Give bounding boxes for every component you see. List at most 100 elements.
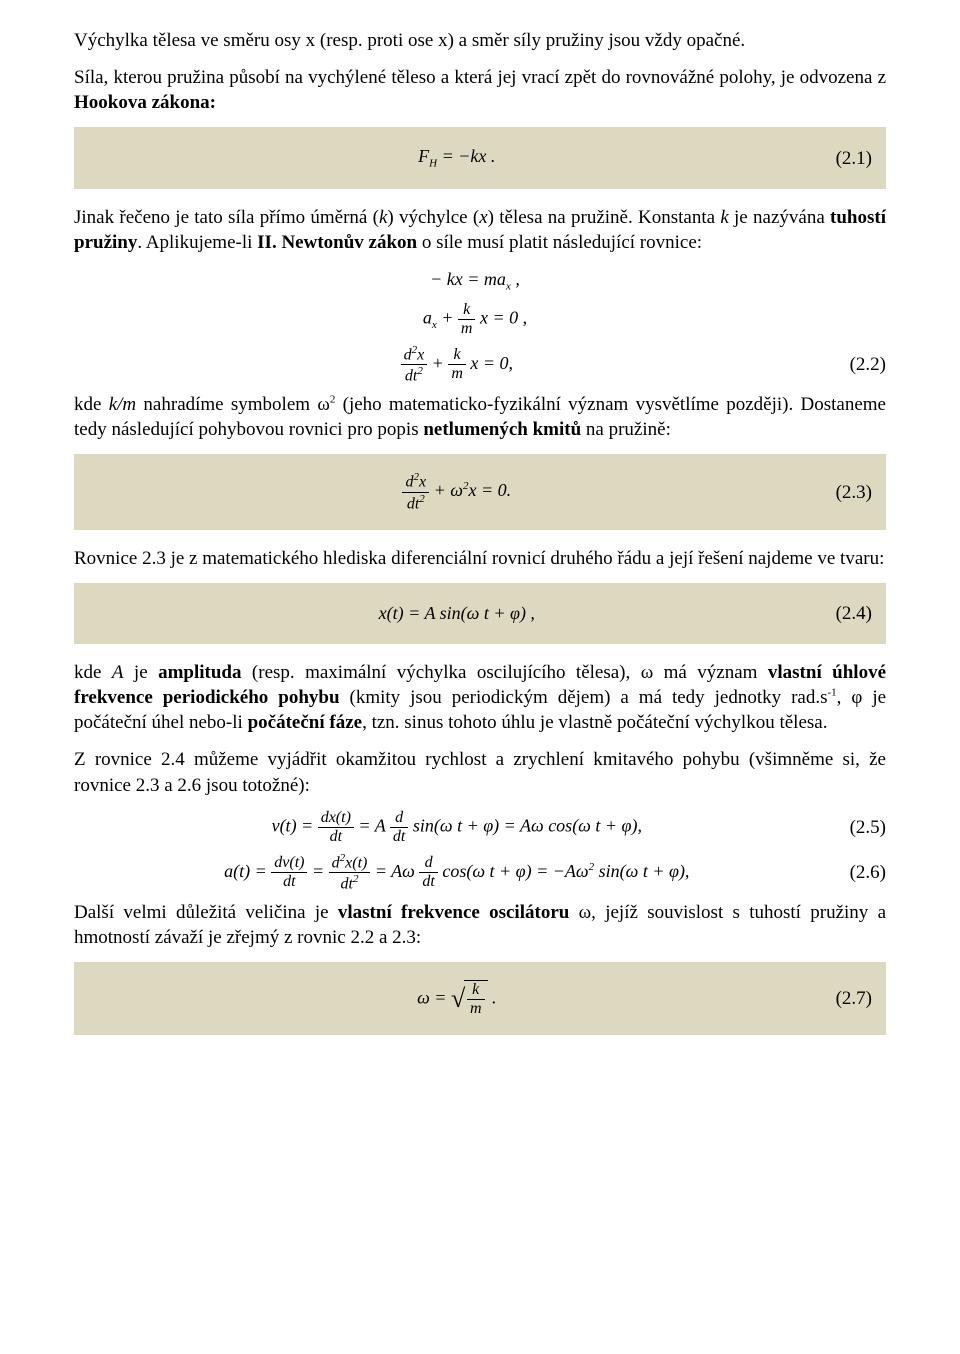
t: , — [837, 687, 852, 708]
frac-k-m: km — [448, 347, 466, 382]
a: a(t) = — [224, 861, 271, 881]
frac-k-m: km — [458, 302, 476, 337]
x: x — [417, 346, 424, 363]
eq-lhs: F — [418, 146, 429, 166]
eq: = Aω — [370, 861, 419, 881]
omega: ω — [317, 394, 330, 415]
den: dt2 — [401, 365, 428, 384]
sup: 2 — [419, 493, 425, 505]
t: (kmity jsou periodickým dějem) a má tedy… — [340, 687, 828, 708]
amplitude: amplituda — [158, 662, 241, 683]
den: dt — [271, 873, 307, 890]
var-A: A — [112, 662, 124, 683]
eq-number: (2.4) — [826, 601, 872, 626]
d: d — [405, 367, 413, 384]
num: d — [419, 855, 437, 873]
eq: − kx = ma — [430, 269, 506, 289]
text: Síla, kterou pružina působí na vychýlené… — [74, 67, 886, 88]
t: Další velmi důležitá veličina je — [74, 902, 338, 923]
sup: 2 — [417, 365, 423, 377]
para-4: kde k/m nahradíme symbolem ω2 (jeho mate… — [74, 392, 886, 442]
t: o síle musí platit následující rovnice: — [417, 232, 702, 253]
end: sin(ω t + φ), — [594, 861, 689, 881]
den: dt — [390, 828, 408, 845]
eq-number: (2.1) — [826, 146, 872, 171]
d: d — [341, 875, 349, 892]
x: x(t) — [345, 854, 367, 871]
num: k — [448, 347, 466, 365]
eq-number: (2.3) — [826, 480, 872, 505]
frac-d2xdt2: d2x(t)dt2 — [329, 853, 371, 893]
para-7: Z rovnice 2.4 můžeme vyjádřit okamžitou … — [74, 747, 886, 797]
t: ) tělesa na pružině. Konstanta — [488, 207, 721, 228]
eq-number: (2.2) — [840, 352, 886, 377]
eq-rhs: = −kx . — [437, 146, 495, 166]
d: d — [407, 495, 415, 512]
plus: + — [427, 353, 448, 373]
eq-end: x = 0, — [466, 353, 513, 373]
para-2: Síla, kterou pružina působí na vychýlené… — [74, 65, 886, 115]
t: Jinak řečeno je tato síla přímo úměrná ( — [74, 207, 379, 228]
plus: + — [437, 307, 458, 327]
eq: = — [307, 861, 328, 881]
v: v(t) = — [272, 815, 318, 835]
var-k: k — [720, 207, 728, 228]
t: nahradíme symbolem — [136, 394, 317, 415]
t: (resp. maximální výchylka oscilujícího t… — [241, 662, 640, 683]
omega-eq: ω = — [417, 988, 451, 1008]
frac-dxdt: dx(t)dt — [318, 810, 354, 845]
undamped-osc: netlumených kmitů — [423, 419, 581, 440]
natural-frequency: vlastní frekvence oscilátoru — [338, 902, 569, 923]
page: Výchylka tělesa ve směru osy x (resp. pr… — [0, 0, 960, 1354]
eq-sub: H — [429, 158, 437, 170]
equation-2-4: x(t) = A sin(ω t + φ) , (2.4) — [74, 583, 886, 644]
para-3: Jinak řečeno je tato síla přímo úměrná (… — [74, 205, 886, 255]
d: d — [332, 854, 340, 871]
den: dt — [318, 828, 354, 845]
x: x — [419, 474, 426, 491]
t: , tzn. sinus tohoto úhlu je vlastně počá… — [362, 712, 827, 733]
frac-dvdt: dv(t)dt — [271, 855, 307, 890]
den: m — [458, 320, 476, 337]
eq: = A — [354, 815, 390, 835]
omega: ω — [641, 662, 654, 683]
equation-2-6: a(t) = dv(t)dt = d2x(t)dt2 = Aω ddt cos(… — [74, 853, 886, 893]
t: na pružině: — [581, 419, 671, 440]
hooke-law: Hookova zákona: — [74, 92, 216, 113]
sqrt: km — [451, 980, 488, 1017]
num: k — [458, 302, 476, 320]
equation-inline-a: − kx = max , — [74, 268, 886, 294]
eq-a: a — [423, 307, 432, 327]
eq-number: (2.6) — [840, 860, 886, 885]
omega: ω — [579, 902, 592, 923]
num: dv(t) — [271, 855, 307, 873]
frac-k-m: km — [467, 982, 485, 1017]
frac-d2x-dt2: d2 x dt2 — [401, 345, 428, 385]
plus-omega: + ω — [429, 480, 463, 500]
t: . Aplikujeme-li — [137, 232, 257, 253]
phi: φ — [851, 687, 862, 708]
equation-2-5: v(t) = dx(t)dt = A ddt sin(ω t + φ) = Aω… — [74, 810, 886, 845]
para-1: Výchylka tělesa ve směru osy x (resp. pr… — [74, 28, 886, 53]
t: kde — [74, 394, 109, 415]
t: ) výchylce ( — [387, 207, 479, 228]
eq-number: (2.5) — [840, 815, 886, 840]
equation-inline-b: ax + km x = 0 , — [74, 302, 886, 337]
t: je nazývána — [729, 207, 830, 228]
newton-law: II. Newtonův zákon — [257, 232, 417, 253]
equation-2-3: d2x dt2 + ω2x = 0. (2.3) — [74, 454, 886, 530]
eq: x(t) = A sin(ω t + φ) , — [88, 602, 826, 626]
eq-end: x = 0 , — [475, 307, 527, 327]
frac-ddt: ddt — [390, 810, 408, 845]
para-6: kde A je amplituda (resp. maximální vých… — [74, 660, 886, 735]
num: k — [467, 982, 485, 1000]
frac-ddt: ddt — [419, 855, 437, 890]
initial-phase: počáteční fáze — [248, 712, 362, 733]
t: je — [123, 662, 158, 683]
t: má význam — [653, 662, 768, 683]
eq-end: , — [511, 269, 520, 289]
sup: -1 — [828, 687, 837, 699]
var-km: k/m — [109, 394, 136, 415]
para-5: Rovnice 2.3 je z matematického hlediska … — [74, 546, 886, 571]
var-x: x — [479, 207, 487, 228]
